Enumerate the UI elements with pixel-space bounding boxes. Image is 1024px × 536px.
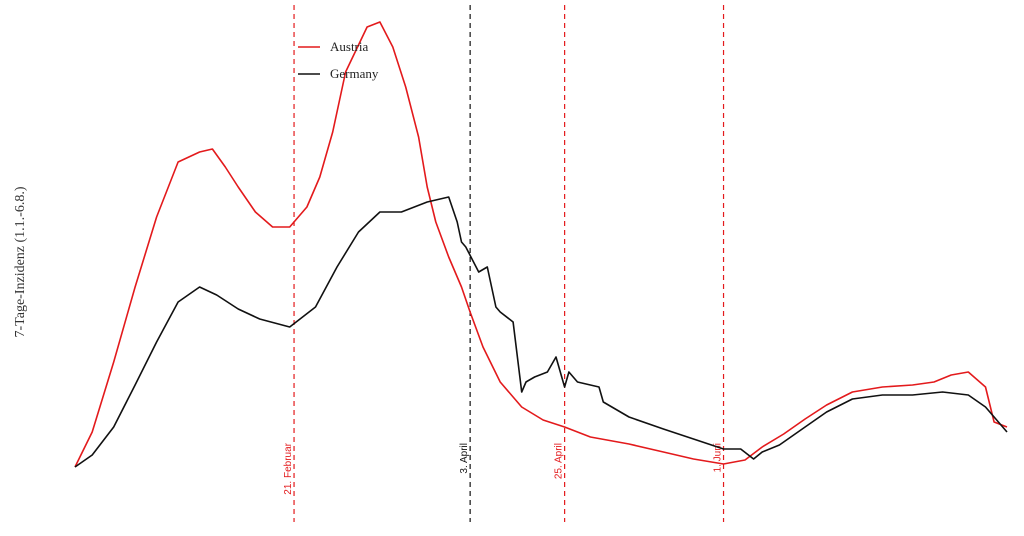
- annotation-label-3: 1. Juni: [713, 443, 724, 472]
- legend-label-austria: Austria: [330, 39, 369, 54]
- annotation-label-2: 25. April: [554, 443, 565, 479]
- series-lines: [74, 21, 1008, 468]
- annotation-label-0: 21. Februar: [283, 442, 294, 494]
- series-line-germany: [74, 196, 1008, 468]
- y-axis-label: 7-Tage-Inzidenz (1.1.-6.8.): [13, 186, 28, 337]
- annotations: 21. Februar 3. April 25. April 1. Juni: [283, 5, 725, 522]
- legend-label-germany: Germany: [330, 66, 379, 81]
- legend: Austria Germany: [298, 39, 379, 81]
- annotation-label-1: 3. April: [459, 443, 470, 474]
- series-line-austria: [74, 21, 1008, 468]
